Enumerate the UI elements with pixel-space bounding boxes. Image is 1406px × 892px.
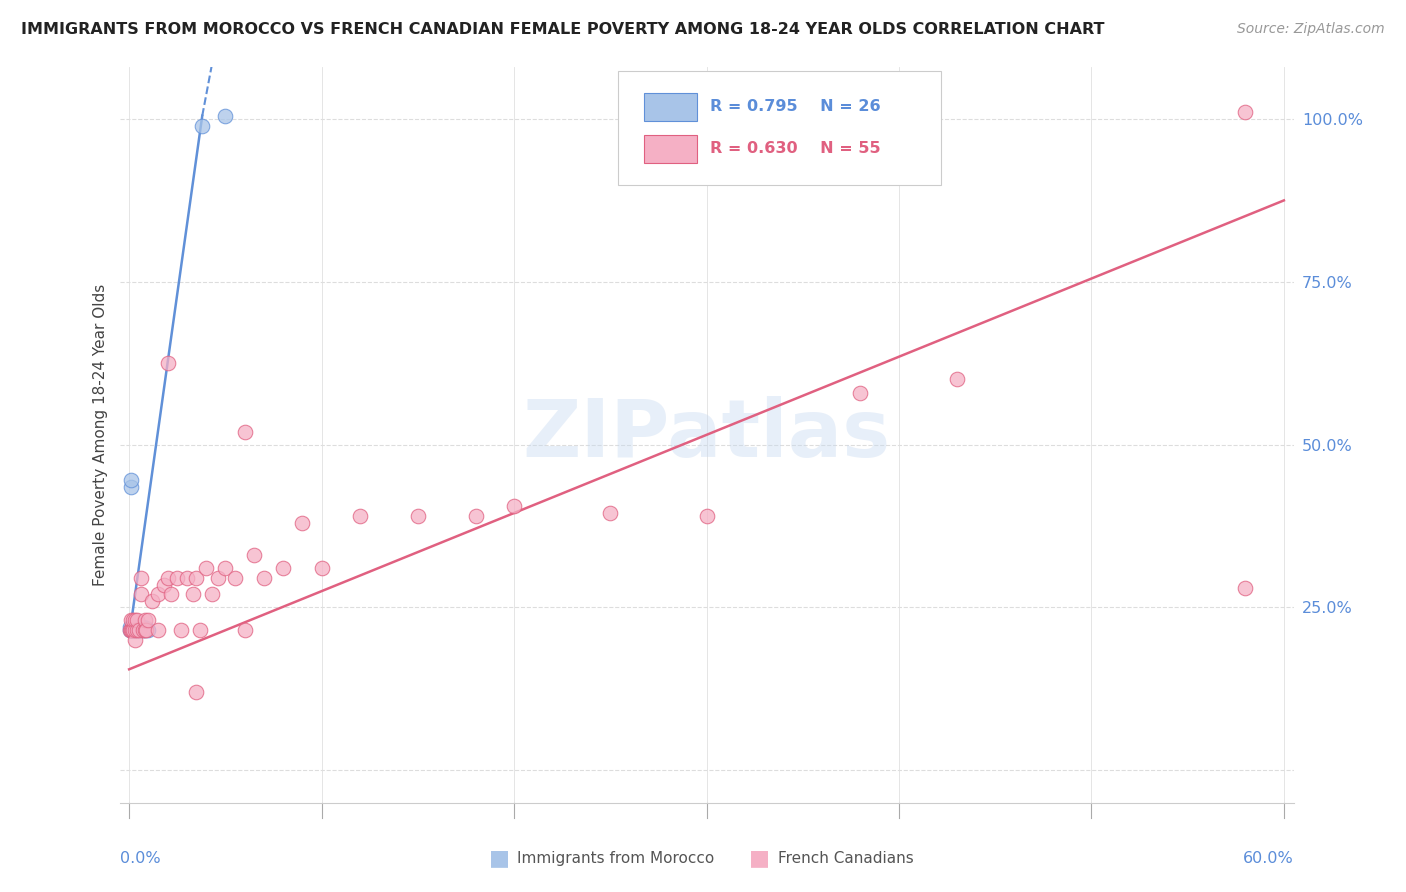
Point (138, 614, 160, 628)
Point (188, 624, 211, 638)
Point (131, 624, 153, 638)
Point (118, 624, 141, 638)
Point (214, 561, 236, 575)
Point (135, 621, 157, 635)
FancyBboxPatch shape (619, 70, 942, 185)
Point (128, 624, 150, 638)
Point (120, 480, 142, 494)
Point (129, 620, 152, 634)
Point (152, 577, 174, 591)
Point (291, 516, 314, 530)
Point (195, 561, 218, 575)
Point (122, 614, 145, 628)
Text: ■: ■ (749, 848, 769, 868)
Point (121, 624, 143, 638)
Point (464, 509, 486, 524)
Point (233, 624, 256, 638)
Text: 0.0%: 0.0% (120, 851, 160, 865)
Point (124, 621, 146, 635)
Point (599, 506, 621, 520)
Point (201, 587, 224, 601)
Point (207, 571, 229, 585)
Point (131, 624, 153, 638)
Point (160, 587, 183, 601)
Point (122, 624, 145, 638)
Point (214, 109, 236, 123)
Point (271, 561, 294, 575)
Point (134, 624, 156, 638)
Text: French Canadians: French Canadians (778, 851, 914, 865)
Point (124, 632, 146, 647)
Point (120, 624, 142, 638)
Point (125, 624, 148, 638)
Point (166, 571, 188, 585)
Text: IMMIGRANTS FROM MOROCCO VS FRENCH CANADIAN FEMALE POVERTY AMONG 18-24 YEAR OLDS : IMMIGRANTS FROM MOROCCO VS FRENCH CANADI… (21, 22, 1105, 37)
Point (124, 624, 146, 638)
Point (156, 571, 179, 585)
Point (122, 624, 145, 638)
Point (186, 685, 208, 699)
Point (131, 620, 153, 634)
Bar (644, 93, 697, 120)
Point (120, 614, 142, 628)
Text: Source: ZipAtlas.com: Source: ZipAtlas.com (1237, 22, 1385, 37)
Point (128, 620, 150, 634)
Point (129, 571, 152, 585)
Point (121, 620, 143, 634)
Text: R = 0.630    N = 55: R = 0.630 N = 55 (710, 141, 880, 156)
Text: Immigrants from Morocco: Immigrants from Morocco (517, 851, 714, 865)
Point (1234, 105, 1257, 120)
Point (170, 624, 193, 638)
Point (253, 571, 276, 585)
Point (503, 500, 526, 514)
Point (349, 509, 371, 524)
Text: R = 0.795    N = 26: R = 0.795 N = 26 (710, 99, 880, 114)
Point (311, 561, 333, 575)
Y-axis label: Female Poverty Among 18-24 Year Olds: Female Poverty Among 18-24 Year Olds (93, 284, 108, 586)
Text: ■: ■ (489, 848, 509, 868)
Point (186, 571, 208, 585)
Point (120, 624, 142, 638)
Point (849, 385, 872, 400)
Point (1234, 581, 1257, 595)
Point (191, 119, 214, 133)
Point (233, 425, 256, 439)
Point (129, 624, 152, 638)
Text: ZIPatlas: ZIPatlas (523, 396, 890, 474)
Point (135, 624, 157, 638)
Point (243, 549, 266, 563)
Text: 60.0%: 60.0% (1243, 851, 1294, 865)
Point (134, 614, 156, 628)
Point (141, 594, 163, 608)
Point (146, 587, 169, 601)
Point (125, 614, 148, 628)
Point (134, 624, 156, 638)
Point (128, 624, 150, 638)
Point (176, 571, 198, 585)
Point (124, 624, 146, 638)
Point (129, 587, 152, 601)
Point (224, 571, 246, 585)
Point (696, 509, 718, 524)
Point (120, 624, 142, 638)
Point (146, 624, 169, 638)
Bar (644, 135, 697, 162)
Point (120, 474, 142, 488)
Point (125, 624, 148, 638)
Point (122, 620, 145, 634)
Point (406, 509, 429, 524)
Point (945, 372, 967, 386)
Point (138, 624, 160, 638)
Point (124, 614, 146, 628)
Point (181, 587, 204, 601)
Point (120, 624, 142, 638)
Point (156, 356, 179, 370)
Point (125, 620, 148, 634)
Point (120, 620, 142, 634)
Point (122, 624, 145, 638)
Point (124, 618, 146, 632)
